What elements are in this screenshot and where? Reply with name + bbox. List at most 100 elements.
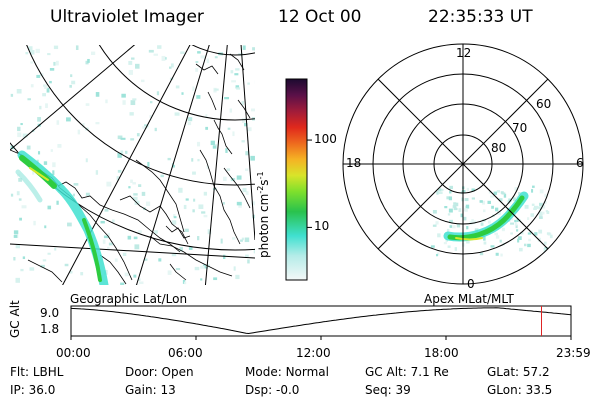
emission-speck	[197, 158, 200, 162]
emission-speck	[200, 265, 205, 269]
timeline-xtick: 12:00	[296, 346, 331, 360]
emission-speck	[539, 216, 543, 219]
emission-speck	[530, 213, 535, 217]
emission-speck	[235, 85, 240, 89]
emission-speck	[471, 188, 475, 192]
emission-speck	[145, 201, 151, 206]
emission-speck	[184, 228, 189, 232]
emission-speck	[75, 45, 79, 50]
emission-speck	[108, 242, 113, 246]
emission-speck	[90, 51, 96, 55]
emission-speck	[172, 164, 175, 168]
emission-speck	[447, 213, 451, 216]
emission-speck	[100, 220, 105, 224]
right-panel-caption: Apex MLat/MLT	[424, 292, 514, 306]
emission-speck	[16, 191, 20, 196]
timeline-xtick: 06:00	[168, 346, 203, 360]
emission-speck	[443, 242, 447, 245]
emission-speck	[487, 220, 491, 224]
emission-speck	[120, 282, 125, 285]
mlt-label-6: 6	[576, 156, 584, 170]
emission-speck	[483, 241, 487, 245]
emission-speck	[95, 92, 100, 97]
emission-speck	[105, 99, 108, 104]
emission-speck	[114, 258, 118, 262]
emission-speck	[175, 85, 180, 89]
emission-speck	[449, 225, 452, 228]
timeline-ticks	[70, 336, 572, 340]
emission-speck	[132, 196, 138, 201]
emission-speck	[435, 253, 439, 257]
emission-speck	[254, 80, 255, 84]
emission-speck	[453, 202, 457, 205]
emission-speck	[236, 201, 242, 206]
emission-speck	[197, 236, 200, 241]
emission-speck	[438, 191, 443, 195]
emission-speck	[212, 187, 217, 191]
emission-speck	[64, 263, 69, 267]
emission-speck	[67, 222, 72, 227]
emission-speck	[542, 204, 546, 209]
emission-speck	[26, 145, 31, 150]
emission-speck	[42, 259, 47, 262]
emission-speck	[523, 243, 527, 247]
altitude-curve	[70, 307, 572, 335]
emission-speck	[192, 209, 195, 213]
emission-speck	[446, 228, 450, 233]
polar-grid	[342, 43, 584, 285]
mlat-label-70: 70	[512, 121, 528, 135]
emission-speck	[157, 45, 162, 49]
emission-speck	[22, 133, 28, 138]
emission-speck	[458, 208, 462, 212]
emission-speck	[171, 220, 177, 225]
emission-speck	[85, 158, 88, 163]
emission-speck	[135, 63, 140, 69]
info-glon: GLon: 33.5	[487, 383, 553, 397]
emission-speck	[15, 244, 20, 249]
emission-speck	[479, 200, 483, 203]
emission-speck	[192, 171, 196, 175]
mlt-label-12: 12	[456, 46, 472, 60]
emission-speck	[52, 162, 56, 168]
emission-speck	[514, 219, 517, 223]
emission-speck	[516, 229, 519, 232]
emission-speck	[490, 195, 494, 198]
emission-speck	[52, 170, 55, 176]
emission-speck	[543, 253, 547, 256]
emission-speck	[435, 221, 439, 225]
emission-speck	[10, 193, 14, 197]
emission-speck	[444, 205, 448, 209]
emission-speck	[160, 174, 164, 178]
emission-speck	[72, 193, 75, 197]
emission-speck	[188, 246, 193, 250]
latitude-circles	[10, 45, 255, 251]
emission-speck	[127, 235, 132, 240]
emission-speck	[128, 60, 133, 65]
emission-speck	[205, 126, 209, 130]
emission-speck	[187, 117, 193, 122]
image-date: 12 Oct 00	[278, 7, 362, 27]
timeline-ytick-top: 9.0	[40, 306, 60, 320]
emission-speck	[448, 196, 453, 201]
emission-speck	[39, 105, 42, 110]
emission-speck	[120, 137, 126, 140]
emission-speck	[174, 112, 180, 116]
emission-speck	[45, 103, 48, 108]
emission-speck	[541, 211, 545, 215]
colorbar	[285, 78, 312, 281]
emission-speck	[36, 74, 41, 78]
emission-speck	[148, 49, 154, 53]
emission-speck	[13, 256, 16, 261]
longitude-lines	[10, 45, 255, 285]
emission-speck	[446, 196, 451, 200]
emission-speck	[136, 133, 140, 137]
info-gain: Gain: 13	[125, 383, 176, 397]
polar-diffuse-emission	[430, 185, 553, 257]
emission-speck	[124, 272, 129, 277]
emission-speck	[491, 205, 494, 209]
emission-speck	[82, 123, 85, 128]
emission-speck	[483, 236, 486, 241]
emission-speck	[527, 232, 532, 235]
emission-speck	[242, 45, 246, 50]
emission-speck	[438, 188, 442, 192]
